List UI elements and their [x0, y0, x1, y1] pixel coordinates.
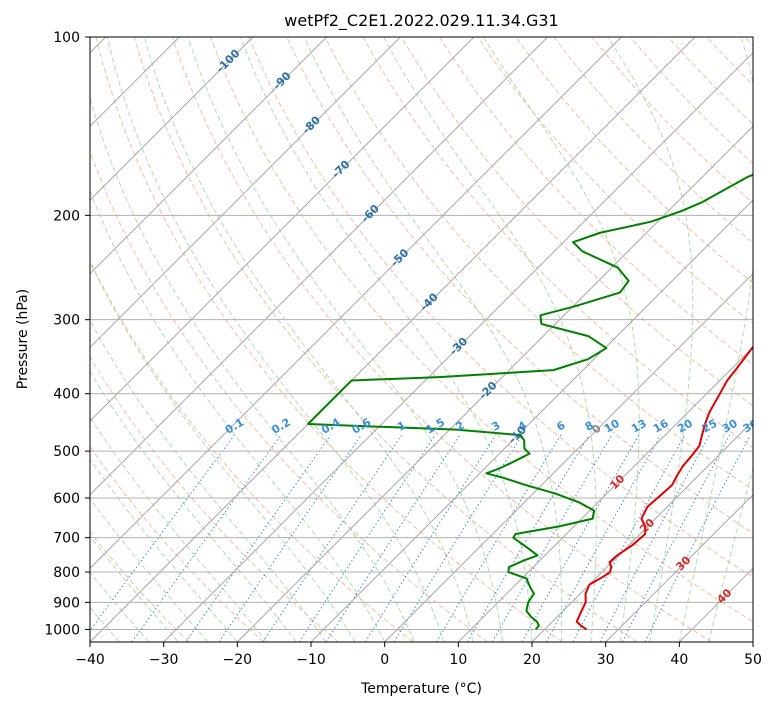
y-tick-label: 300 — [53, 313, 80, 329]
x-tick-label: 20 — [523, 652, 541, 668]
y-tick-label: 500 — [53, 444, 80, 460]
dry-adiabat-line — [95, 37, 563, 642]
y-axis-title: Pressure (hPa) — [15, 289, 31, 389]
dewpoint-profile-line — [307, 173, 753, 631]
mixing-ratio-line — [521, 434, 640, 642]
x-tick-label: −20 — [223, 652, 253, 668]
moist-adiabat-line — [303, 37, 563, 642]
moist-adiabat-line — [90, 497, 209, 642]
x-tick-label: 10 — [449, 652, 467, 668]
dry-adiabat-line — [90, 356, 339, 642]
isotherm-line — [163, 51, 753, 642]
dry-adiabat-line — [90, 531, 190, 642]
x-tick-label: 0 — [380, 652, 389, 668]
mixing-ratio-line — [435, 434, 562, 642]
y-tick-label: 700 — [53, 531, 80, 547]
y-tick-label: 200 — [53, 208, 80, 224]
dry-adiabat-line — [171, 37, 712, 642]
isotherm-line — [90, 37, 622, 570]
isotherm-line — [90, 37, 254, 201]
x-tick-label: −40 — [75, 652, 105, 668]
x-axis-title: Temperature (°C) — [360, 681, 482, 697]
temperature-profile-line — [575, 345, 753, 631]
y-tick-label: 400 — [53, 387, 80, 403]
dry-adiabats — [90, 37, 753, 642]
pressure-gridlines — [90, 37, 753, 630]
moist-adiabat-line — [678, 37, 753, 642]
y-tick-label: 800 — [53, 565, 80, 581]
isotherm-line — [384, 272, 753, 642]
dry-adiabat-line — [133, 37, 638, 642]
moist-adiabat-line — [90, 535, 179, 642]
moist-adiabat-line — [106, 37, 445, 642]
isotherm-line — [531, 420, 753, 642]
y-tick-label: 600 — [53, 491, 80, 507]
moist-adiabat-line — [90, 571, 150, 642]
mixing-ratio-line — [325, 434, 461, 642]
mixing-ratio-line — [572, 434, 686, 642]
moist-adiabat-line — [607, 37, 694, 642]
dry-adiabat-line — [210, 37, 753, 623]
moist-adiabat-line — [187, 37, 504, 642]
moist-adiabat-line — [482, 37, 640, 642]
mixing-ratio-line — [185, 434, 331, 642]
dry-adiabat-line — [324, 37, 753, 491]
moist-adiabat-line — [383, 37, 597, 642]
isotherms — [90, 37, 753, 642]
dry-adiabat-line — [439, 37, 753, 366]
isotherm-line — [236, 125, 753, 642]
moist-adiabat-line — [90, 260, 356, 642]
moist-adiabat-line — [90, 416, 268, 642]
moist-adiabat-line — [143, 37, 474, 642]
y-tick-label: 1000 — [44, 622, 80, 638]
isotherm-line — [90, 37, 401, 349]
x-tick-label: 50 — [744, 652, 762, 668]
dry-adiabat-line — [248, 37, 753, 578]
x-tick-label: 40 — [670, 652, 688, 668]
y-axis-ticks: 100 200 300 400 500 600 700 800 900 1000 — [44, 30, 90, 638]
x-axis-ticks: −40 −30 −20 −10 0 10 20 30 40 50 — [75, 642, 762, 668]
mixing-ratio-line — [364, 434, 497, 642]
y-tick-label: 100 — [53, 30, 80, 46]
moist-adiabat-line — [708, 466, 753, 642]
isotherm-line — [605, 493, 753, 642]
dry-adiabat-line — [90, 150, 488, 642]
dry-adiabat-line — [515, 37, 753, 284]
dry-adiabat-line — [90, 445, 264, 642]
mixing-ratio-line — [545, 434, 662, 642]
sounding-series — [307, 173, 753, 631]
mixing-ratio-line — [621, 434, 731, 642]
isotherm-line — [90, 37, 696, 642]
x-tick-label: −10 — [296, 652, 326, 668]
mixing-ratio-lines — [90, 434, 751, 642]
y-tick-label: 900 — [53, 595, 80, 611]
mixing-ratio-line — [467, 434, 590, 642]
isotherm-line — [90, 37, 475, 422]
isotherm-line — [457, 346, 753, 642]
isotherm-line — [310, 199, 753, 642]
x-tick-label: 30 — [597, 652, 615, 668]
mixing-ratio-line — [218, 434, 362, 642]
mixing-ratio-line — [90, 434, 235, 632]
isotherm-line — [90, 37, 328, 275]
plot-frame — [89, 36, 754, 643]
isotherm-line — [90, 37, 549, 496]
dry-adiabat-line — [400, 37, 753, 407]
chart-title: wetPf2_C2E1.2022.029.11.34.G31 — [284, 11, 558, 31]
x-tick-label: −30 — [149, 652, 179, 668]
moist-adiabat-line — [90, 96, 415, 642]
moist-adiabat-line — [90, 189, 386, 642]
moist-adiabat-line — [90, 458, 238, 642]
mixing-ratio-line — [491, 434, 613, 642]
mixing-ratio-line — [644, 434, 751, 642]
